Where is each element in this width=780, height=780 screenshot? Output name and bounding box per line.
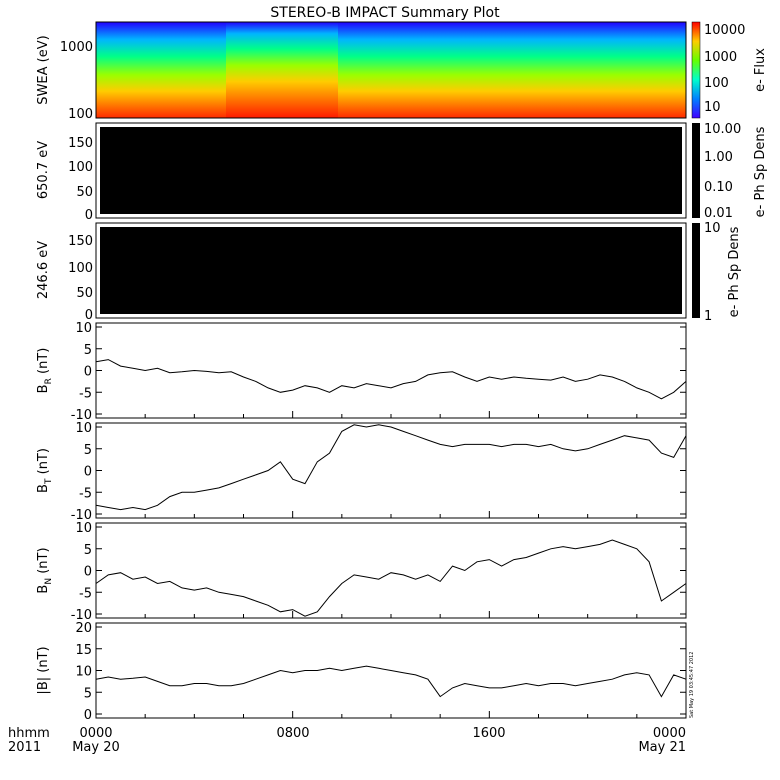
bt-ylabel: BT (nT) [36, 448, 54, 493]
swea-ylabel: SWEA (eV) [36, 35, 51, 104]
br-ytick-label: -10 [71, 408, 92, 423]
br-ytick-label: 5 [84, 343, 92, 358]
bt-ytick-label: 5 [84, 443, 92, 458]
bn-ytick-label: 5 [84, 543, 92, 558]
swea-spectrogram [96, 22, 686, 118]
bt-series-line [95, 424, 687, 511]
pad-246-ytick-50: 50 [76, 286, 93, 301]
bn-ylabel: BN (nT) [36, 547, 54, 593]
pad-246-cbar-label: e- Ph Sp Dens [727, 226, 742, 317]
pad-246-ylabel: 246.6 eV [36, 241, 51, 299]
bt-ytick-label: -10 [71, 508, 92, 523]
swea-panel: 1000 100 SWEA (eV) 10000 1000 100 10 e- … [36, 21, 768, 122]
bmag-ylabel: |B| (nT) [36, 646, 51, 694]
bt-ytick-label: 0 [84, 465, 92, 480]
swea-cbar-tick-1000: 1000 [704, 50, 737, 65]
bt-ytick-label: -5 [79, 486, 92, 501]
pad-650-ytick-100: 100 [68, 160, 93, 175]
pad-650-ytick-50: 50 [76, 185, 93, 200]
swea-cbar-tick-100: 100 [704, 76, 729, 91]
time-tick-0800: 0800 [276, 726, 309, 741]
swea-cbar-tick-10: 10 [704, 100, 721, 115]
pad-650-ytick-0: 0 [85, 208, 93, 223]
bn-ytick-label: -5 [79, 586, 92, 601]
bmag-ytick-label: 20 [75, 621, 92, 636]
pad-650-spectrogram [100, 127, 682, 214]
time-axis: hhmm 2011 0000 0800 1600 0000 May 20 May… [8, 726, 686, 755]
br-ylabel: BR (nT) [36, 348, 54, 394]
pad-650-cbar-tick-3: 0.01 [704, 206, 733, 221]
time-tick-0000-end: 0000 [653, 726, 686, 741]
pad-650-cbar-label: e- Ph Sp Dens [753, 126, 768, 217]
swea-cbar-tick-10000: 10000 [704, 23, 745, 38]
creation-stamp: Sat May 19 03:45:47 2012 [689, 652, 695, 718]
pad-650-ytick-150: 150 [68, 136, 93, 151]
bn-frame [95, 522, 687, 619]
pad-650-ylabel: 650.7 eV [36, 141, 51, 199]
pad-650-panel: 150 100 50 0 650.7 eV 10.00 1.00 0.10 0.… [36, 122, 768, 223]
time-tick-0000-start: 0000 [79, 726, 112, 741]
bmag-ytick-label: 0 [84, 708, 92, 723]
date-label-start: May 20 [72, 740, 120, 755]
pad-246-panel: 150 100 50 0 246.6 eV 10 1 e- Ph Sp Dens [36, 221, 742, 324]
pad-246-spectrogram [100, 227, 682, 314]
bn-ytick-label: 0 [84, 565, 92, 580]
time-axis-year-label: 2011 [8, 740, 41, 755]
br-ytick-label: -5 [79, 386, 92, 401]
bt-ytick-label: 10 [75, 421, 92, 436]
time-axis-hhmm-label: hhmm [8, 726, 50, 741]
bmag-ytick-label: 10 [75, 665, 92, 680]
swea-colorbar [691, 21, 701, 119]
bmag-ytick-label: 5 [84, 686, 92, 701]
bt-frame [95, 422, 687, 519]
br-frame [95, 322, 687, 419]
pad-246-ytick-0: 0 [85, 308, 93, 323]
bn-series-line [95, 539, 687, 617]
bmag-ytick-label: 15 [75, 643, 92, 658]
magnetic-field-panels: 10 5 0 -5 -10 BR (nT) 10 5 0 -5 -10 BT (nT) 10 5 0 -5 -1… [36, 321, 687, 723]
swea-ytick-1000: 1000 [60, 40, 93, 55]
pad-650-cbar-tick-1: 1.00 [704, 150, 733, 165]
plot-title: STEREO-B IMPACT Summary Plot [270, 5, 500, 21]
pad-246-colorbar [692, 223, 700, 318]
pad-246-ytick-150: 150 [68, 234, 93, 249]
date-label-end: May 21 [638, 740, 686, 755]
swea-enhanced-interval [226, 22, 338, 118]
bn-ytick-label: -10 [71, 608, 92, 623]
swea-frame [95, 21, 687, 119]
br-ytick-label: 10 [75, 321, 92, 336]
pad-650-colorbar [692, 123, 700, 218]
br-ytick-label: 0 [84, 365, 92, 380]
br-series-line [95, 359, 687, 400]
pad-246-ytick-100: 100 [68, 261, 93, 276]
bmag-series-line [95, 665, 687, 698]
bn-ytick-label: 10 [75, 521, 92, 536]
pad-246-cbar-tick-1: 1 [704, 309, 712, 324]
pad-650-cbar-tick-2: 0.10 [704, 180, 733, 195]
swea-cbar-label: e- Flux [753, 48, 768, 92]
pad-650-cbar-tick-0: 10.00 [704, 122, 741, 137]
pad-246-cbar-tick-10: 10 [704, 221, 721, 236]
swea-ytick-100: 100 [68, 107, 93, 122]
time-tick-1600: 1600 [472, 726, 505, 741]
